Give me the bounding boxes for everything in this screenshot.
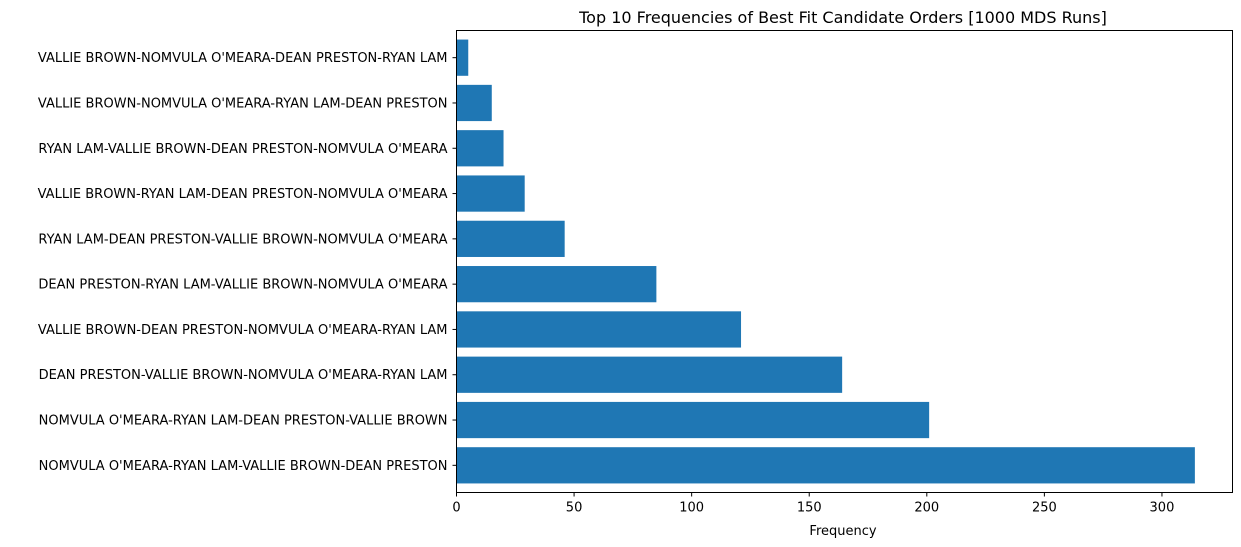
bar-1 xyxy=(456,39,469,76)
x-tick-label: 200 xyxy=(914,501,939,516)
y-tick-label: RYAN LAM-DEAN PRESTON-VALLIE BROWN-NOMVU… xyxy=(38,232,447,247)
x-tick-label: 300 xyxy=(1150,501,1175,516)
bar-8 xyxy=(456,356,843,393)
x-tick-label: 150 xyxy=(797,501,822,516)
bars-layer xyxy=(456,39,1195,484)
y-tick-label: RYAN LAM-VALLIE BROWN-DEAN PRESTON-NOMVU… xyxy=(38,142,447,157)
bar-7 xyxy=(456,311,742,348)
y-tick-label: VALLIE BROWN-NOMVULA O'MEARA-DEAN PRESTO… xyxy=(38,51,448,66)
x-tick-label: 0 xyxy=(452,501,460,516)
x-axis-label: Frequency xyxy=(809,524,876,539)
bar-9 xyxy=(456,401,930,439)
y-tick-label: NOMVULA O'MEARA-RYAN LAM-DEAN PRESTON-VA… xyxy=(39,414,448,429)
bar-5 xyxy=(456,220,565,257)
y-tick-label: VALLIE BROWN-DEAN PRESTON-NOMVULA O'MEAR… xyxy=(38,323,448,338)
x-tick-label: 100 xyxy=(679,501,704,516)
y-tick-label: VALLIE BROWN-RYAN LAM-DEAN PRESTON-NOMVU… xyxy=(38,187,448,202)
y-tick-label: DEAN PRESTON-RYAN LAM-VALLIE BROWN-NOMVU… xyxy=(38,278,447,293)
chart-title: Top 10 Frequencies of Best Fit Candidate… xyxy=(578,8,1107,27)
y-tick-label: VALLIE BROWN-NOMVULA O'MEARA-RYAN LAM-DE… xyxy=(38,96,448,111)
x-axis-ticks: 0 50 100 150 200 250 300 xyxy=(452,492,1175,516)
bar-4 xyxy=(456,175,525,212)
bar-6 xyxy=(456,266,657,303)
x-tick-label: 50 xyxy=(566,501,583,516)
x-tick-label: 250 xyxy=(1032,501,1057,516)
y-tick-label: DEAN PRESTON-VALLIE BROWN-NOMVULA O'MEAR… xyxy=(39,368,448,383)
y-tick-label: NOMVULA O'MEARA-RYAN LAM-VALLIE BROWN-DE… xyxy=(39,459,448,474)
bar-3 xyxy=(456,130,504,167)
y-axis-ticks: VALLIE BROWN-NOMVULA O'MEARA-DEAN PRESTO… xyxy=(38,51,457,474)
bar-10 xyxy=(456,447,1195,484)
plot-frame xyxy=(456,30,1233,493)
bar-2 xyxy=(456,84,492,122)
